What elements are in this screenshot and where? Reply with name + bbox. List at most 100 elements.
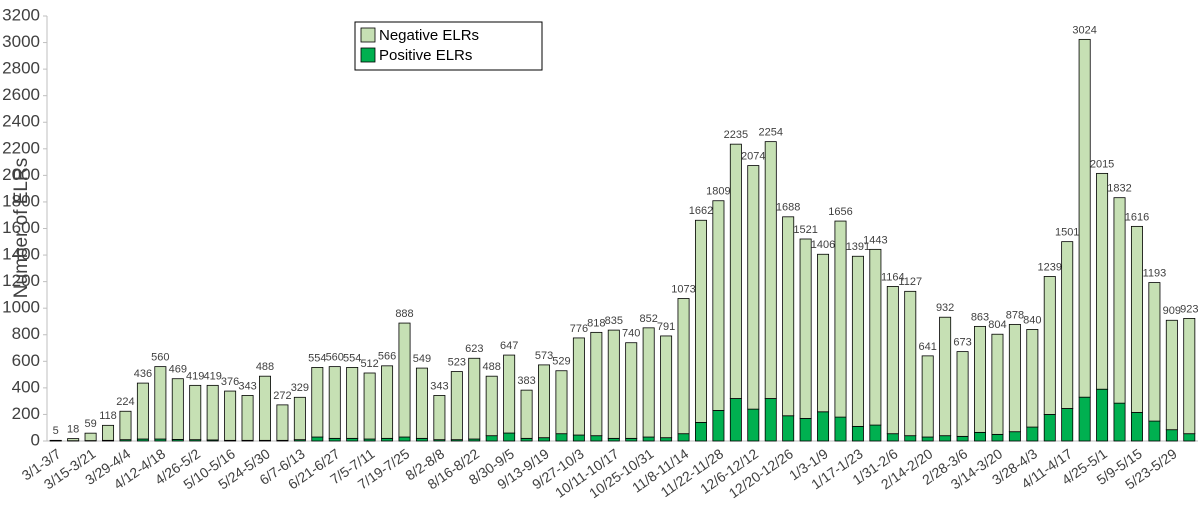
data-label: 1656 xyxy=(828,206,852,218)
y-tick-label: 3000 xyxy=(2,32,40,51)
data-label: 469 xyxy=(169,364,187,376)
bar-segment xyxy=(293,396,306,441)
bar-segment xyxy=(886,433,899,442)
y-tick-label: 1000 xyxy=(2,298,40,317)
data-label: 852 xyxy=(639,313,657,325)
data-label: 566 xyxy=(378,351,396,363)
bar-segment xyxy=(782,216,795,417)
bar-segment xyxy=(799,418,812,442)
legend-label: Positive ELRs xyxy=(379,47,472,64)
y-tick-label: 2800 xyxy=(2,59,40,78)
bar-segment xyxy=(1043,414,1056,442)
bar-segment xyxy=(84,432,97,442)
bar-segment xyxy=(625,342,638,439)
bar-segment xyxy=(398,322,411,438)
bar-segment xyxy=(939,435,952,442)
y-tick-label: 400 xyxy=(12,377,40,396)
y-tick-label: 600 xyxy=(12,351,40,370)
bar-segment xyxy=(851,425,864,442)
data-label: 554 xyxy=(308,352,326,364)
bar-segment xyxy=(1165,429,1178,442)
bar-segment xyxy=(660,335,673,439)
legend-swatch xyxy=(360,47,376,63)
bar-segment xyxy=(747,165,760,410)
data-label: 1662 xyxy=(689,205,713,217)
bar-segment xyxy=(956,351,969,437)
bar-segment xyxy=(520,389,533,439)
bar-segment xyxy=(433,395,446,441)
bar-segment xyxy=(817,411,830,442)
y-tick-label: 3200 xyxy=(2,5,40,24)
bar-segment xyxy=(694,219,707,423)
data-label: 776 xyxy=(570,323,588,335)
data-label: 488 xyxy=(483,361,501,373)
data-label: 1391 xyxy=(846,241,870,253)
data-label: 549 xyxy=(413,353,431,365)
bar-segment xyxy=(1078,38,1091,398)
data-label: 1616 xyxy=(1125,211,1149,223)
bar-segment xyxy=(311,367,324,438)
data-label: 1127 xyxy=(898,276,922,288)
bar-segment xyxy=(729,143,742,399)
data-label: 2015 xyxy=(1090,158,1114,170)
data-label: 923 xyxy=(1180,303,1198,315)
data-label: 2074 xyxy=(741,150,765,162)
data-label: 376 xyxy=(221,376,239,388)
bar-segment xyxy=(869,424,882,442)
data-label: 791 xyxy=(657,321,675,333)
bar-segment xyxy=(224,390,237,441)
bar-segment xyxy=(1096,172,1109,390)
data-label: 1501 xyxy=(1055,227,1079,239)
bar-segment xyxy=(782,415,795,442)
bar-segment xyxy=(1183,318,1196,435)
data-label: 18 xyxy=(67,424,79,436)
bar-segment xyxy=(503,354,516,434)
bar-segment xyxy=(1183,433,1196,442)
bar-segment xyxy=(1008,431,1021,442)
y-tick-label: 2200 xyxy=(2,138,40,157)
bar-segment xyxy=(102,424,115,441)
data-label: 224 xyxy=(116,396,134,408)
bar-segment xyxy=(1130,225,1143,413)
data-label: 1164 xyxy=(881,271,905,283)
bar-segment xyxy=(276,404,289,441)
bar-segment xyxy=(1148,420,1161,442)
y-tick-label: 1400 xyxy=(2,245,40,264)
data-label: 673 xyxy=(953,337,971,349)
y-tick-label: 1600 xyxy=(2,218,40,237)
y-tick-label: 2600 xyxy=(2,85,40,104)
data-label: 488 xyxy=(256,361,274,373)
bar-segment xyxy=(538,437,551,442)
bar-segment xyxy=(67,438,80,442)
bar-segment xyxy=(311,436,324,442)
bar-segment xyxy=(485,375,498,437)
data-label: 272 xyxy=(273,390,291,402)
bar-segment xyxy=(886,286,899,435)
data-label: 419 xyxy=(203,370,221,382)
bar-segment xyxy=(189,384,202,441)
bar-segment xyxy=(869,248,882,426)
bar-segment xyxy=(171,378,184,440)
bar-segment xyxy=(154,366,167,440)
y-tick-label: 2000 xyxy=(2,165,40,184)
bar-segment xyxy=(799,238,812,419)
data-label: 1832 xyxy=(1107,183,1131,195)
data-label: 1521 xyxy=(793,224,817,236)
y-tick-label: 2400 xyxy=(2,112,40,131)
data-label: 2254 xyxy=(758,127,782,139)
bar-segment xyxy=(538,364,551,439)
bar-segment xyxy=(1113,402,1126,442)
bar-segment xyxy=(1061,408,1074,442)
bar-segment xyxy=(363,372,376,440)
data-label: 878 xyxy=(1006,309,1024,321)
data-label: 554 xyxy=(343,352,361,364)
y-tick-label: 1200 xyxy=(2,271,40,290)
bar-segment xyxy=(764,398,777,442)
bar-segment xyxy=(677,433,690,442)
bar-segment xyxy=(1026,329,1039,428)
data-label: 3024 xyxy=(1072,24,1096,36)
legend-label: Negative ELRs xyxy=(379,27,479,44)
bar-segment xyxy=(904,435,917,442)
bar-segment xyxy=(939,316,952,437)
